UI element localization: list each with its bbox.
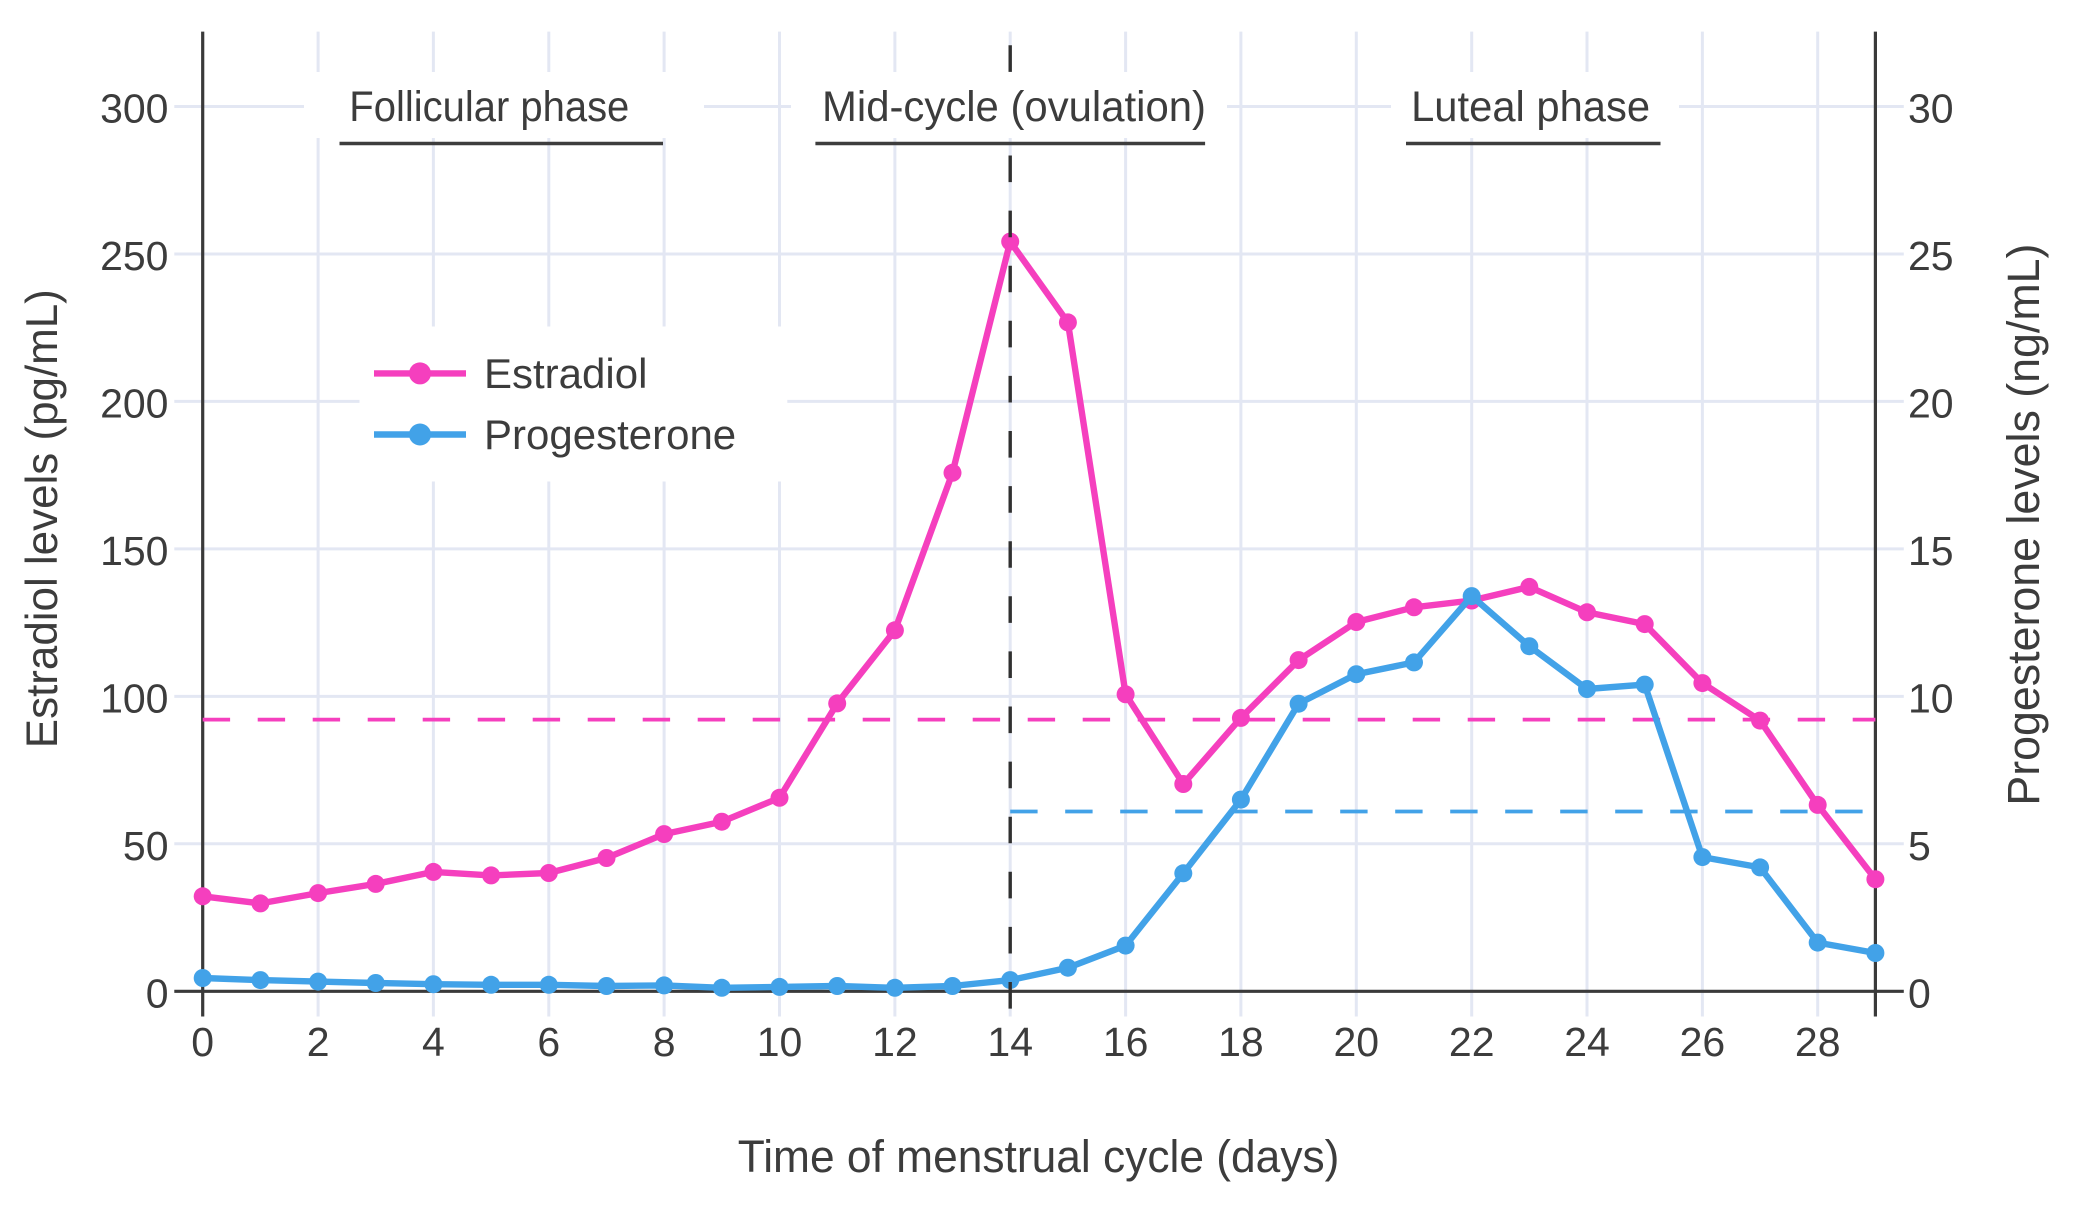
svg-text:50: 50: [123, 823, 169, 869]
svg-text:2: 2: [307, 1019, 330, 1065]
svg-text:Progesterone levels (ng/mL): Progesterone levels (ng/mL): [1998, 244, 2049, 806]
svg-text:16: 16: [1103, 1019, 1149, 1065]
svg-text:0: 0: [191, 1019, 214, 1065]
svg-text:8: 8: [653, 1019, 676, 1065]
svg-text:18: 18: [1218, 1019, 1264, 1065]
svg-text:22: 22: [1449, 1019, 1495, 1065]
svg-text:Luteal phase: Luteal phase: [1411, 84, 1650, 131]
svg-text:0: 0: [146, 970, 169, 1016]
svg-text:25: 25: [1908, 233, 1954, 279]
svg-text:Follicular phase: Follicular phase: [349, 84, 629, 131]
svg-text:5: 5: [1908, 823, 1931, 869]
svg-text:28: 28: [1795, 1019, 1841, 1065]
svg-text:15: 15: [1908, 528, 1954, 574]
svg-text:6: 6: [537, 1019, 560, 1065]
svg-text:24: 24: [1564, 1019, 1610, 1065]
svg-text:20: 20: [1333, 1019, 1379, 1065]
svg-text:Mid-cycle (ovulation): Mid-cycle (ovulation): [822, 84, 1206, 131]
svg-text:14: 14: [987, 1019, 1033, 1065]
svg-text:26: 26: [1680, 1019, 1726, 1065]
svg-text:0: 0: [1908, 970, 1931, 1016]
svg-text:250: 250: [100, 233, 168, 279]
svg-text:Time of menstrual cycle (days): Time of menstrual cycle (days): [738, 1131, 1340, 1182]
svg-text:12: 12: [872, 1019, 918, 1065]
svg-text:150: 150: [100, 528, 168, 574]
svg-text:4: 4: [422, 1019, 445, 1065]
svg-text:200: 200: [100, 380, 168, 426]
svg-text:10: 10: [757, 1019, 803, 1065]
svg-text:Progesterone: Progesterone: [484, 411, 736, 458]
svg-text:300: 300: [100, 86, 168, 132]
svg-text:Estradiol levels (pg/mL): Estradiol levels (pg/mL): [18, 289, 67, 748]
svg-text:30: 30: [1908, 86, 1954, 132]
svg-text:100: 100: [100, 675, 168, 721]
svg-text:20: 20: [1908, 380, 1954, 426]
svg-text:Estradiol: Estradiol: [484, 350, 647, 397]
svg-text:10: 10: [1908, 675, 1954, 721]
